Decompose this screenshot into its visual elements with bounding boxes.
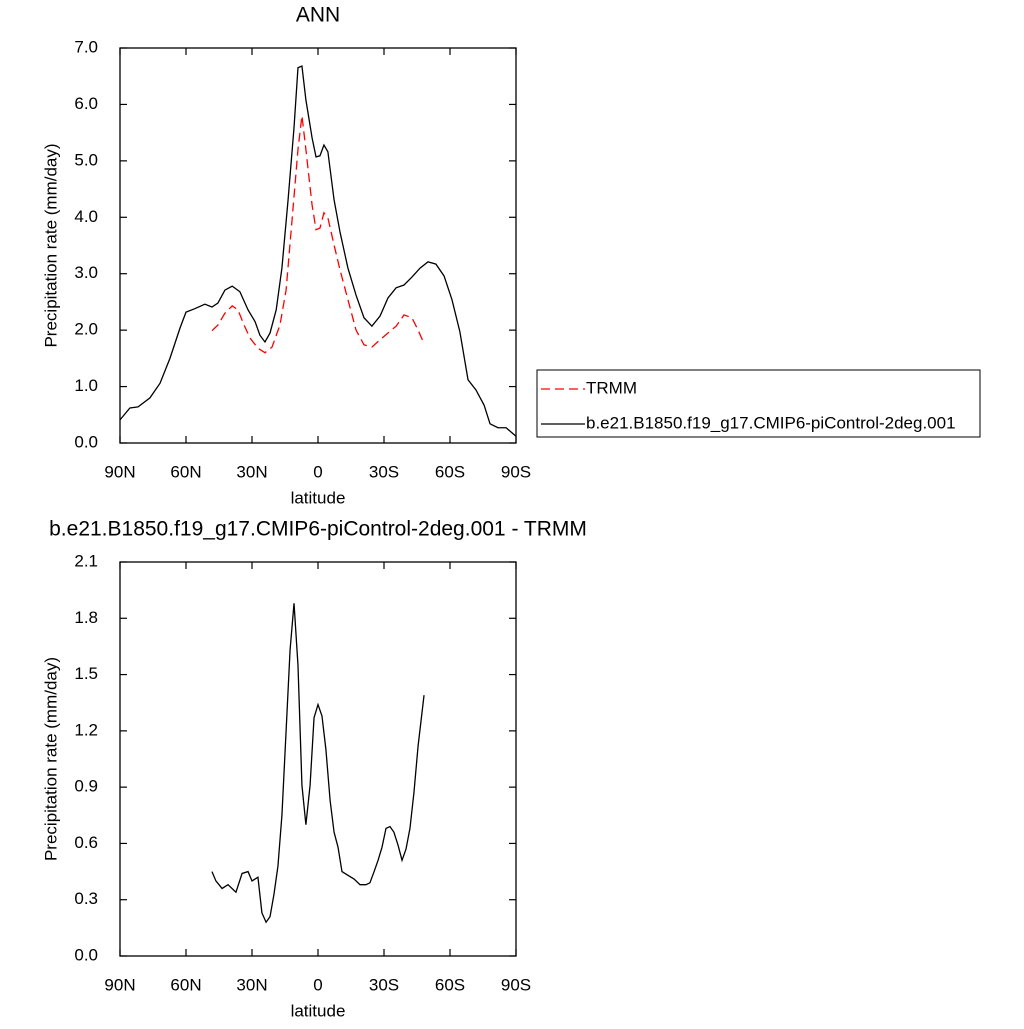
x-tick-label: 90N bbox=[104, 975, 135, 994]
data-line bbox=[119, 65, 517, 437]
x-tick-label: 90S bbox=[501, 975, 531, 994]
x-tick-label: 60N bbox=[170, 975, 201, 994]
x-tick-label: 60N bbox=[170, 462, 201, 481]
y-tick-label: 6.0 bbox=[74, 94, 98, 113]
y-tick-label: 0.0 bbox=[74, 432, 98, 451]
y-tick-label: 1.5 bbox=[74, 664, 98, 683]
y-tick-label: 0.3 bbox=[74, 889, 98, 908]
x-tick-label: 0 bbox=[313, 462, 322, 481]
x-tick-label: 90N bbox=[104, 462, 135, 481]
data-line bbox=[211, 603, 425, 924]
x-tick-label: 30N bbox=[236, 975, 267, 994]
chart-title: ANN bbox=[296, 4, 340, 27]
y-tick-label: 7.0 bbox=[74, 37, 98, 56]
plot-frame bbox=[119, 47, 517, 444]
y-tick-label: 0.0 bbox=[74, 945, 98, 964]
y-axis-label: Precipitation rate (mm/day) bbox=[41, 657, 60, 861]
x-axis-label: latitude bbox=[291, 488, 346, 507]
y-tick-label: 5.0 bbox=[74, 150, 98, 169]
legend-label: b.e21.B1850.f19_g17.CMIP6-piControl-2deg… bbox=[586, 413, 956, 432]
y-tick-label: 1.0 bbox=[74, 376, 98, 395]
x-tick-label: 60S bbox=[435, 975, 465, 994]
y-tick-label: 4.0 bbox=[74, 207, 98, 226]
x-tick-label: 90S bbox=[501, 462, 531, 481]
legend-box bbox=[536, 369, 981, 438]
data-line bbox=[211, 115, 425, 354]
x-tick-label: 30S bbox=[369, 975, 399, 994]
y-tick-label: 3.0 bbox=[74, 263, 98, 282]
chart-title: b.e21.B1850.f19_g17.CMIP6-piControl-2deg… bbox=[49, 518, 587, 541]
y-axis-label: Precipitation rate (mm/day) bbox=[41, 143, 60, 347]
x-tick-label: 60S bbox=[435, 462, 465, 481]
y-tick-label: 1.2 bbox=[74, 720, 98, 739]
y-tick-label: 2.1 bbox=[74, 551, 98, 570]
x-tick-label: 0 bbox=[313, 975, 322, 994]
legend-label: TRMM bbox=[586, 378, 637, 397]
x-tick-label: 30N bbox=[236, 462, 267, 481]
x-tick-label: 30S bbox=[369, 462, 399, 481]
x-axis-label: latitude bbox=[291, 1001, 346, 1020]
y-tick-label: 2.0 bbox=[74, 320, 98, 339]
plot-frame bbox=[119, 561, 517, 957]
y-tick-label: 0.9 bbox=[74, 777, 98, 796]
y-tick-label: 1.8 bbox=[74, 608, 98, 627]
y-tick-label: 0.6 bbox=[74, 833, 98, 852]
